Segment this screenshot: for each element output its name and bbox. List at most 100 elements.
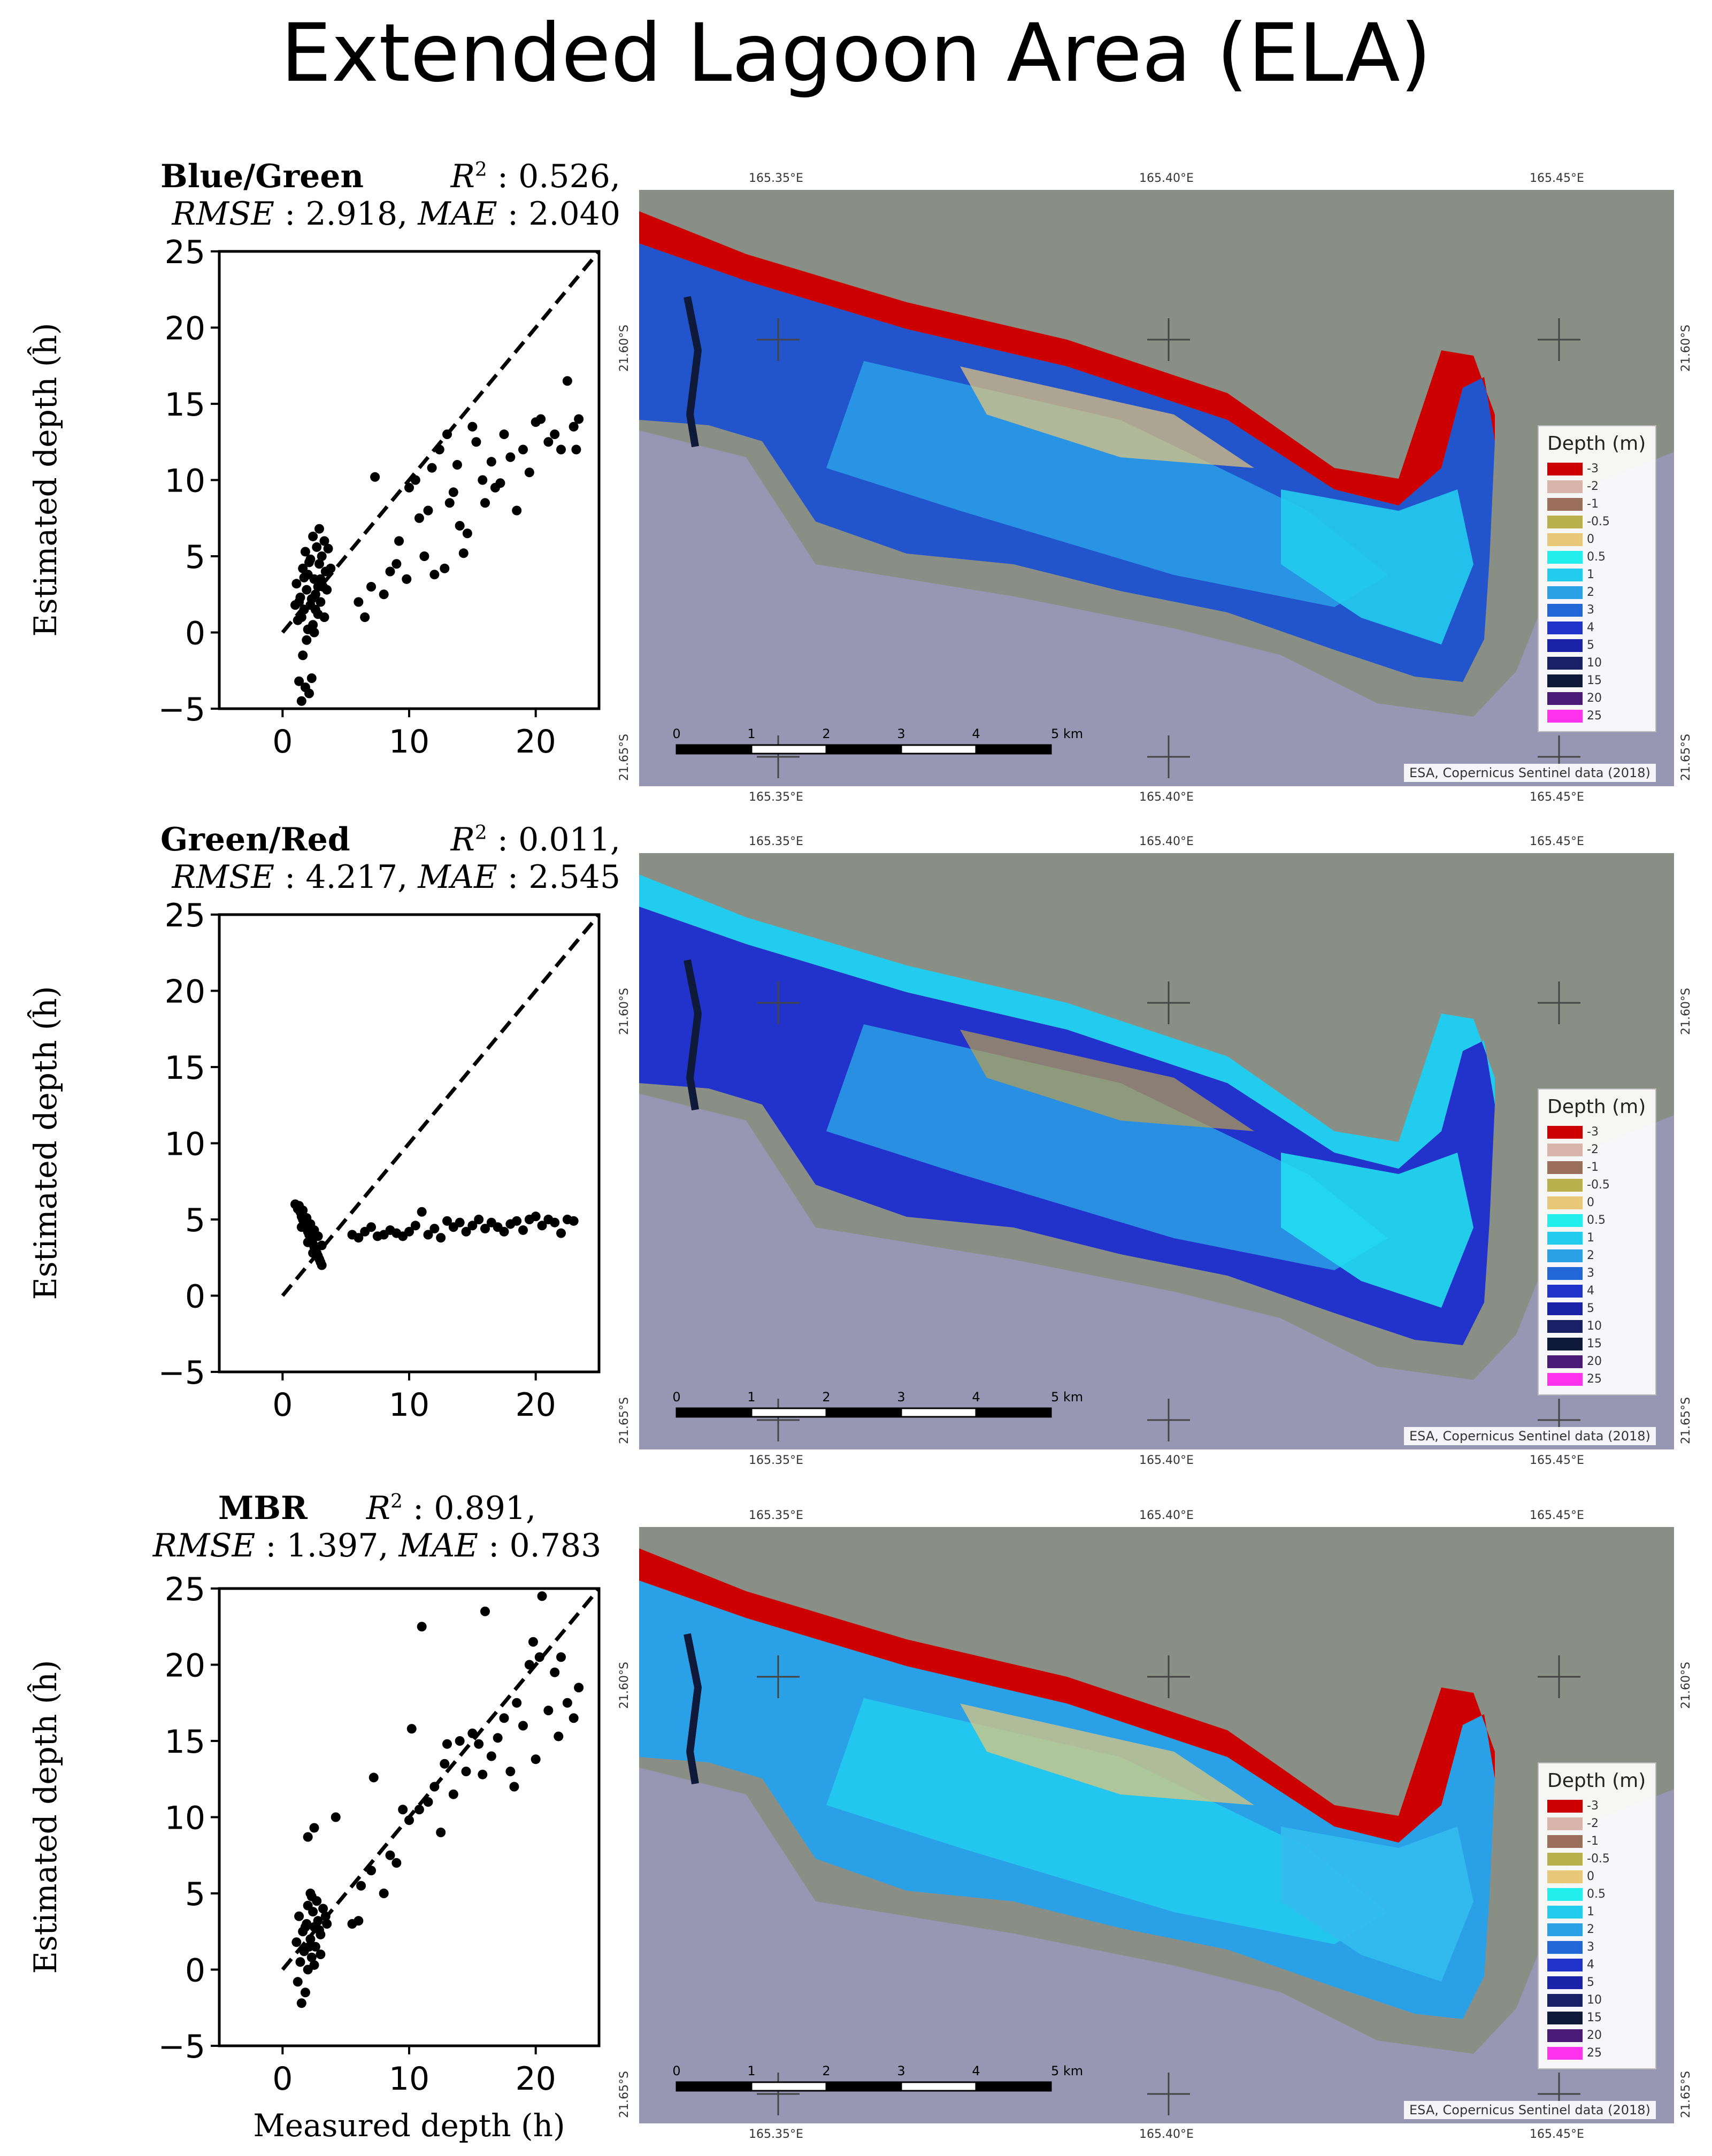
data-point [486,1751,496,1761]
lon-label-top: 165.40°E [1139,835,1194,848]
data-point [569,1216,579,1226]
panel-title-line2: RMSE : 4.217, MAE : 2.545 [123,858,631,896]
data-point [354,1233,364,1243]
scalebar-label: 2 [822,1390,830,1405]
scalebar-label: 2 [822,2063,830,2078]
scalebar-label: 0 [672,1390,680,1405]
identity-line [281,250,601,634]
data-point [518,1721,528,1731]
legend-swatch [1547,1319,1583,1333]
legend-swatch [1547,656,1583,670]
data-point [296,1222,306,1232]
lon-label-bottom: 165.45°E [1530,2128,1584,2141]
legend-item: 2 [1547,1921,1647,1938]
legend-swatch [1547,568,1583,581]
data-point [302,585,312,595]
panel-title-line2: RMSE : 1.397, MAE : 0.783 [123,1527,631,1564]
mae-value: : 2.040 [497,195,620,233]
data-point [296,612,306,622]
lagoon-east [1281,1153,1473,1308]
legend-title: Depth (m) [1547,433,1646,455]
data-point [471,437,481,447]
data-point [505,452,516,462]
scalebar-label: 4 [972,726,980,741]
legend-item: -0.5 [1547,1176,1647,1194]
legend-swatch [1547,1355,1583,1368]
map-credit: ESA, Copernicus Sentinel data (2018) [1404,2101,1656,2119]
legend-swatch [1547,1835,1583,1848]
data-point [574,1683,584,1693]
legend-label: -2 [1587,1143,1599,1156]
x-tick-label: 20 [515,2060,556,2098]
legend-item: 1 [1547,1229,1647,1247]
x-tick-label: 10 [389,2060,429,2098]
scalebar-label: 1 [747,1390,755,1405]
data-point [505,1767,516,1776]
legend-swatch [1547,1125,1583,1139]
data-point [404,1815,414,1825]
data-point [306,1891,317,1901]
lat-label-right: 21.60°S [1679,1662,1693,1709]
scalebar-label: 4 [972,1390,980,1405]
data-point [306,1952,317,1962]
legend-item: 25 [1547,2044,1647,2062]
legend-swatch [1547,1267,1583,1280]
x-axis-label: Measured depth (h) [253,2107,565,2144]
data-point [319,612,329,622]
data-point [294,676,304,686]
ocean-area [639,1094,1674,1449]
legend-label: 4 [1587,1284,1594,1298]
data-point [298,650,308,661]
legend-item: 5 [1547,636,1647,654]
y-tick-label: 10 [165,1800,205,1837]
legend-swatch [1547,621,1583,634]
legend-label: 10 [1587,1993,1602,2007]
data-point [304,1942,314,1952]
legend-swatch [1547,1799,1583,1813]
legend-item: -3 [1547,1123,1647,1141]
data-point [499,1713,509,1723]
data-point [442,1739,452,1749]
legend-swatch [1547,2029,1583,2042]
data-point [303,1237,313,1247]
legend-item: 15 [1547,672,1647,689]
y-tick-label: −5 [158,691,205,728]
legend-item: 0.5 [1547,548,1647,566]
data-point [306,673,317,683]
data-point [300,1922,310,1932]
legend-item: -1 [1547,1158,1647,1176]
data-point [295,1957,305,1967]
data-point [410,475,420,485]
legend-swatch [1547,1196,1583,1209]
rmse-label: RMSE [172,195,274,233]
panel-title-line2: RMSE : 2.918, MAE : 2.040 [123,195,631,233]
panel-title-line1: MBR R2 : 0.891, [123,1490,631,1527]
scatter-plot: −5 0 5 10 15 20 25 0 10 20 [158,1571,601,2098]
data-point [509,1782,519,1792]
legend-swatch [1547,1284,1583,1298]
data-point [562,376,572,386]
data-point [308,531,318,541]
y-tick-label: 25 [165,234,205,271]
legend-label: -3 [1587,1799,1599,1813]
lat-label-left: 21.65°S [618,1397,631,1444]
data-point [480,1606,490,1616]
data-point [467,1221,478,1231]
data-point [360,612,370,622]
data-point [313,582,323,592]
data-point [562,1698,572,1708]
data-point [478,1769,488,1779]
scalebar-segment [900,2081,977,2092]
lagoon-mid [826,361,1388,607]
data-point [480,1224,490,1234]
data-point [302,635,312,645]
scalebar-segment [825,1407,902,1418]
lon-label-bottom: 165.45°E [1530,1454,1584,1467]
lagoon-shoal [960,366,1254,468]
legend-label: 10 [1587,1319,1602,1333]
scalebar-label: 1 [747,726,755,741]
y-tick-label: 20 [165,1647,205,1685]
legend-label: -0.5 [1587,1852,1610,1866]
scalebar-label: 3 [897,1390,905,1405]
lagoon-mid [826,1698,1388,1944]
